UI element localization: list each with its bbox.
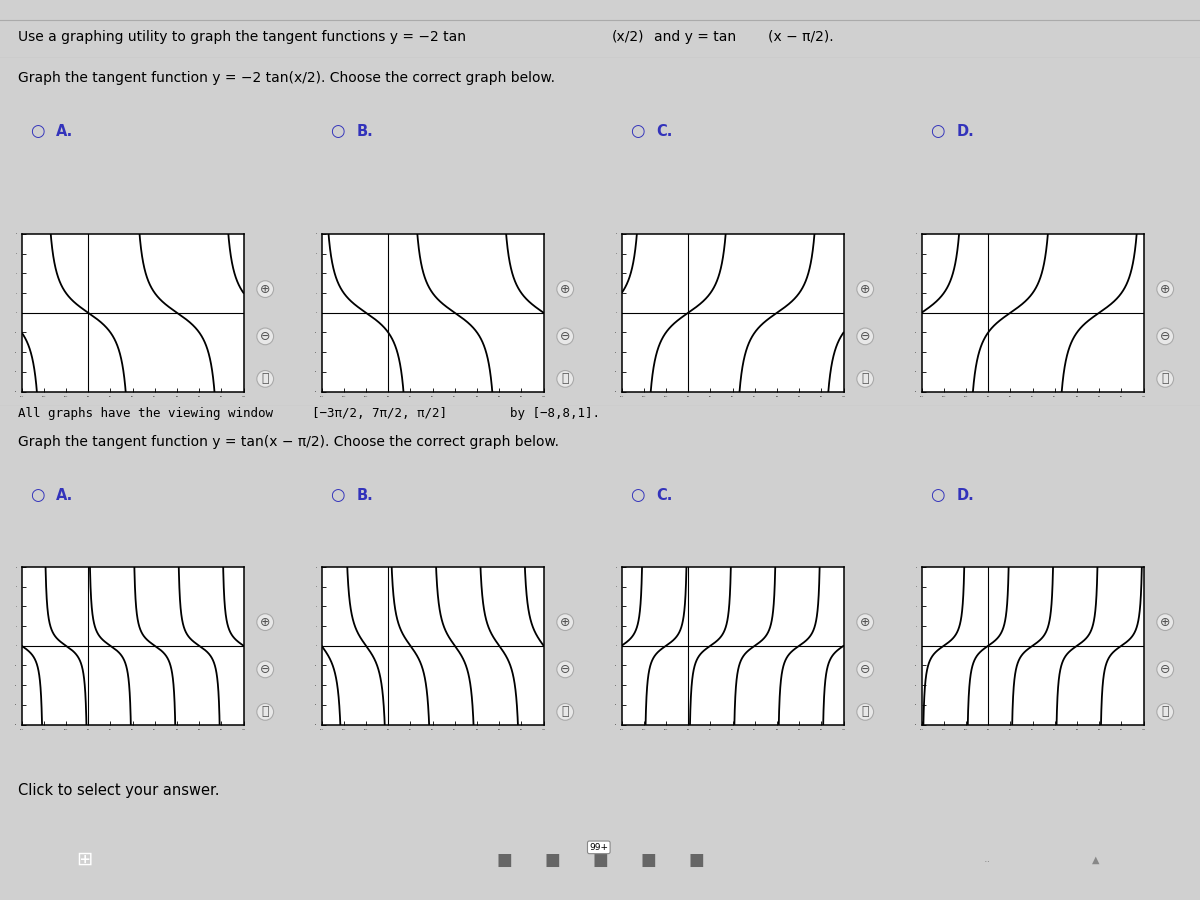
Text: ⧉: ⧉ bbox=[1162, 706, 1169, 718]
Text: All graphs have the viewing window: All graphs have the viewing window bbox=[18, 407, 274, 420]
Text: ⊕: ⊕ bbox=[860, 283, 870, 295]
Text: ..: .. bbox=[984, 854, 991, 865]
Text: ⊞: ⊞ bbox=[76, 850, 92, 869]
Text: ⊖: ⊖ bbox=[1160, 663, 1170, 676]
Text: ⊖: ⊖ bbox=[860, 330, 870, 343]
Text: ▲: ▲ bbox=[1092, 854, 1099, 865]
Text: ⊕: ⊕ bbox=[260, 283, 270, 295]
Text: ⧉: ⧉ bbox=[262, 706, 269, 718]
Text: ⊖: ⊖ bbox=[860, 663, 870, 676]
Text: (x − π/2).: (x − π/2). bbox=[768, 30, 834, 44]
Text: (x/2): (x/2) bbox=[612, 30, 644, 44]
Text: [−3π/2, 7π/2, π/2]: [−3π/2, 7π/2, π/2] bbox=[312, 407, 446, 420]
Text: ⊕: ⊕ bbox=[560, 283, 570, 295]
Text: D.: D. bbox=[956, 488, 974, 503]
Text: ⧉: ⧉ bbox=[262, 373, 269, 385]
Text: ⧉: ⧉ bbox=[862, 373, 869, 385]
Text: ■: ■ bbox=[496, 850, 512, 868]
Text: ○: ○ bbox=[930, 487, 944, 505]
Text: ⊕: ⊕ bbox=[260, 616, 270, 628]
Text: ⊕: ⊕ bbox=[1160, 283, 1170, 295]
Text: C.: C. bbox=[656, 123, 673, 139]
Text: ⊖: ⊖ bbox=[1160, 330, 1170, 343]
Text: ⧉: ⧉ bbox=[562, 373, 569, 385]
Text: ⊖: ⊖ bbox=[260, 330, 270, 343]
Text: ■: ■ bbox=[640, 850, 656, 868]
Text: ○: ○ bbox=[930, 122, 944, 140]
Text: ⧉: ⧉ bbox=[862, 706, 869, 718]
Text: Graph the tangent function y = −2 tan(x/2). Choose the correct graph below.: Graph the tangent function y = −2 tan(x/… bbox=[18, 71, 554, 85]
Text: ⊕: ⊕ bbox=[560, 616, 570, 628]
Text: ⧉: ⧉ bbox=[1162, 373, 1169, 385]
Text: ■: ■ bbox=[544, 850, 560, 868]
Text: ○: ○ bbox=[630, 487, 644, 505]
Text: B.: B. bbox=[356, 488, 373, 503]
Text: ⧉: ⧉ bbox=[562, 706, 569, 718]
Text: ○: ○ bbox=[330, 487, 344, 505]
Text: Use a graphing utility to graph the tangent functions y = −2 tan: Use a graphing utility to graph the tang… bbox=[18, 30, 466, 44]
Text: B.: B. bbox=[356, 123, 373, 139]
Text: Click to select your answer.: Click to select your answer. bbox=[18, 783, 220, 797]
Text: ⊕: ⊕ bbox=[860, 616, 870, 628]
Text: D.: D. bbox=[956, 123, 974, 139]
Text: ○: ○ bbox=[630, 122, 644, 140]
Text: ■: ■ bbox=[688, 850, 704, 868]
Text: ⊖: ⊖ bbox=[560, 663, 570, 676]
Text: A.: A. bbox=[56, 123, 73, 139]
Text: ○: ○ bbox=[30, 122, 44, 140]
Text: Graph the tangent function y = tan(x − π/2). Choose the correct graph below.: Graph the tangent function y = tan(x − π… bbox=[18, 436, 559, 449]
Text: C.: C. bbox=[656, 488, 673, 503]
Text: A.: A. bbox=[56, 488, 73, 503]
Text: ○: ○ bbox=[30, 487, 44, 505]
Text: and y = tan: and y = tan bbox=[654, 30, 736, 44]
Text: ⊕: ⊕ bbox=[1160, 616, 1170, 628]
Text: by [−8,8,1].: by [−8,8,1]. bbox=[510, 407, 600, 420]
Text: 99+: 99+ bbox=[589, 842, 608, 851]
Text: ⊖: ⊖ bbox=[260, 663, 270, 676]
Text: ■: ■ bbox=[592, 850, 608, 868]
Text: ○: ○ bbox=[330, 122, 344, 140]
Text: ⊖: ⊖ bbox=[560, 330, 570, 343]
